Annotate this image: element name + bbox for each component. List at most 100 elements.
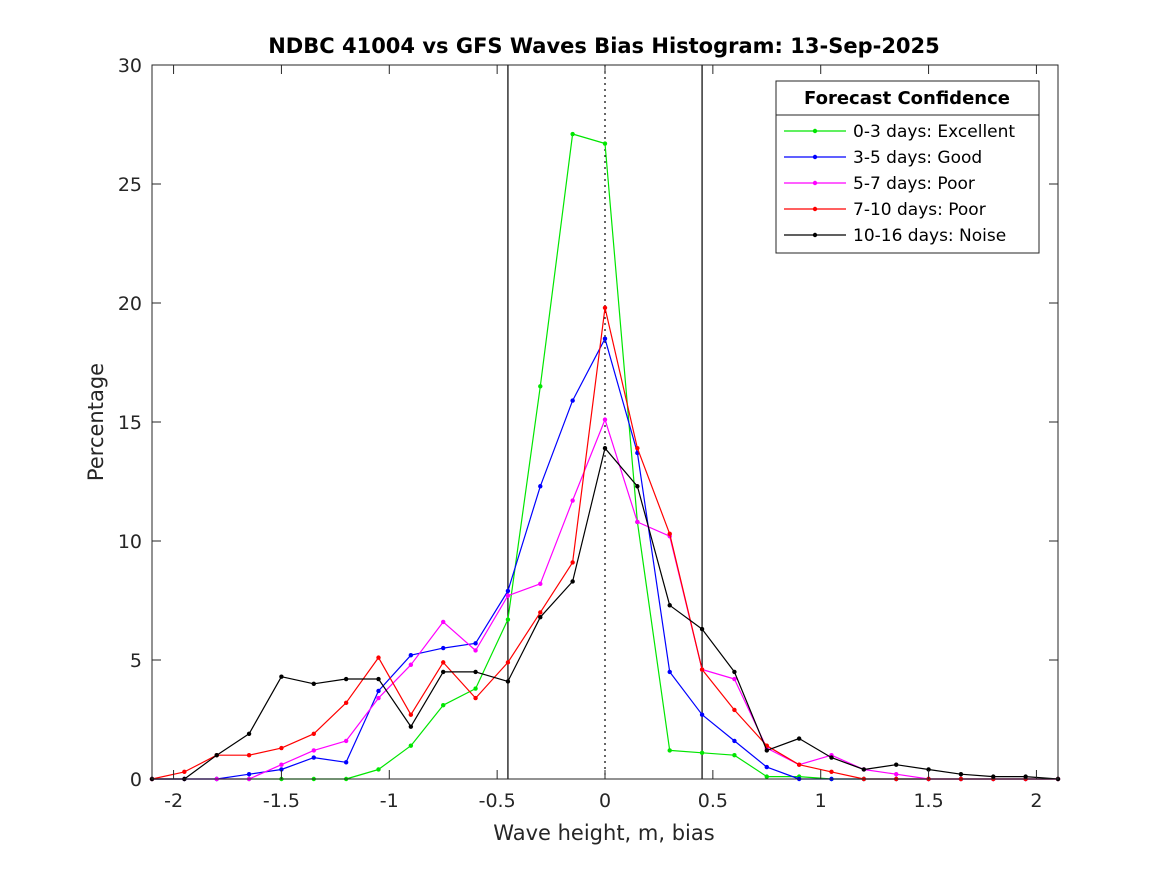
data-point	[343, 676, 349, 682]
data-point	[699, 712, 705, 717]
y-tick-label: 20	[118, 293, 142, 315]
data-point	[182, 769, 187, 775]
data-point	[505, 660, 511, 665]
data-point	[408, 724, 414, 729]
data-point	[570, 131, 575, 137]
legend-item-1: 3-5 days: Good	[784, 148, 982, 168]
legend-item-4: 10-16 days: Noise	[784, 226, 1006, 246]
x-tick-label: 0.5	[698, 790, 728, 812]
y-tick-label: 25	[118, 174, 142, 196]
legend-item-2: 5-7 days: Poor	[784, 174, 975, 194]
legend-swatch-marker	[812, 232, 818, 238]
data-point	[376, 695, 381, 701]
legend-swatch-marker	[812, 180, 818, 186]
data-point	[829, 769, 834, 775]
data-point	[602, 336, 608, 341]
data-point	[376, 676, 381, 682]
data-point	[441, 660, 446, 665]
data-point	[311, 755, 316, 760]
data-point	[635, 519, 640, 525]
x-tick-label: 1	[815, 790, 827, 812]
legend: Forecast Confidence 0-3 days: Excellent 3…	[775, 80, 1040, 254]
data-point	[343, 760, 349, 765]
data-point	[764, 748, 769, 753]
data-point	[473, 695, 478, 701]
data-point	[667, 748, 672, 753]
y-tick-label: 30	[118, 55, 142, 77]
data-point	[408, 653, 414, 658]
data-point	[279, 745, 284, 751]
data-point	[732, 753, 737, 758]
data-point	[602, 445, 608, 451]
data-point	[894, 772, 899, 777]
data-point	[570, 560, 575, 565]
y-tick-label: 5	[130, 650, 142, 672]
data-point	[732, 676, 737, 682]
data-point	[602, 305, 608, 310]
data-point	[538, 384, 543, 389]
legend-label: 10-16 days: Noise	[853, 226, 1006, 246]
data-point	[538, 484, 543, 489]
data-point	[538, 614, 543, 620]
data-point	[376, 688, 381, 694]
data-point	[732, 669, 737, 675]
data-point	[796, 736, 802, 741]
data-point	[441, 669, 446, 675]
data-point	[635, 484, 640, 489]
data-point	[505, 617, 511, 622]
legend-title-box	[775, 80, 1040, 116]
data-point	[570, 398, 575, 403]
data-point	[214, 753, 219, 758]
data-point	[279, 767, 284, 772]
data-point	[732, 738, 737, 744]
data-point	[699, 750, 705, 756]
data-point	[732, 707, 737, 713]
data-point	[991, 774, 996, 779]
data-point	[279, 674, 284, 679]
x-axis-title: Wave height, m, bias	[493, 821, 714, 845]
data-point	[667, 669, 672, 675]
data-point	[376, 655, 381, 660]
legend-entries-box	[775, 114, 1040, 254]
legend-item-3: 7-10 days: Poor	[784, 200, 986, 220]
data-point	[829, 755, 834, 760]
data-point	[570, 498, 575, 503]
legend-label: 5-7 days: Poor	[853, 174, 975, 194]
data-point	[1023, 774, 1028, 779]
data-point	[246, 772, 252, 777]
y-tick-label: 0	[130, 769, 142, 791]
legend-item-0: 0-3 days: Excellent	[784, 122, 1015, 142]
data-point	[343, 738, 349, 744]
data-point	[570, 579, 575, 584]
data-point	[635, 445, 640, 451]
data-point	[538, 581, 543, 587]
legend-swatch-marker	[812, 154, 818, 160]
legend-label: 0-3 days: Excellent	[853, 122, 1015, 142]
legend-title: Forecast Confidence	[804, 88, 1010, 109]
data-point	[699, 667, 705, 672]
data-point	[441, 619, 446, 625]
x-tick-label: -2	[164, 790, 183, 812]
data-point	[279, 762, 284, 767]
data-point	[505, 593, 511, 598]
legend-swatch-marker	[812, 128, 818, 134]
series-4	[149, 445, 1061, 782]
data-point	[505, 679, 511, 684]
data-point	[861, 767, 867, 772]
x-tick-label: 2	[1030, 790, 1042, 812]
data-point	[764, 764, 769, 770]
data-point	[473, 669, 478, 675]
data-point	[311, 681, 316, 686]
data-point	[343, 700, 349, 706]
data-point	[473, 641, 478, 646]
x-tick-label: 0	[599, 790, 611, 812]
data-point	[958, 772, 964, 777]
data-point	[408, 662, 414, 667]
y-axis-title: Percentage	[84, 363, 108, 481]
x-tick-label: 1.5	[913, 790, 943, 812]
data-point	[796, 762, 802, 767]
data-point	[538, 610, 543, 615]
data-point	[408, 712, 414, 717]
